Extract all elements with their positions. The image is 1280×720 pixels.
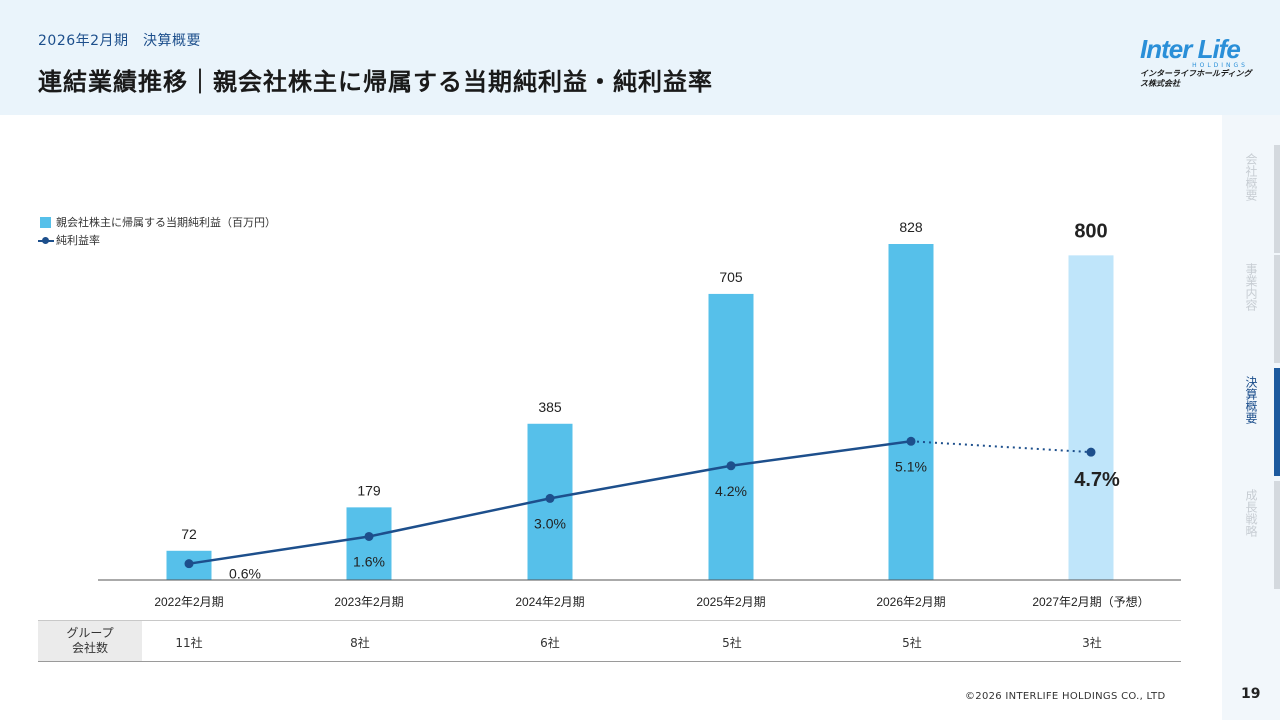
margin-line-segment <box>730 440 912 467</box>
legend-dot-swatch <box>42 237 49 244</box>
x-tick-label: 2023年2月期 <box>334 595 403 609</box>
bar-value-label: 828 <box>899 219 923 235</box>
nav-label: 成長戦略 <box>1244 489 1258 537</box>
bar-value-label: 385 <box>538 399 562 415</box>
header-band: 2026年2月期 決算概要 連結業績推移｜親会社株主に帰属する当期純利益・純利益… <box>0 0 1280 115</box>
logo-subtext: HOLDINGS <box>1192 62 1248 69</box>
group-count-label-line2: 会社数 <box>71 641 108 655</box>
legend-label-profit: 親会社株主に帰属する当期純利益（百万円） <box>56 216 276 229</box>
nav-indicator <box>1274 255 1280 363</box>
company-logo: Inter Life HOLDINGS インターライフホールディングス株式会社 <box>1140 36 1252 88</box>
page-title: 連結業績推移｜親会社株主に帰属する当期純利益・純利益率 <box>38 68 713 96</box>
margin-point <box>1086 447 1096 457</box>
group-count-cell: 8社 <box>350 636 370 650</box>
nav-item-business[interactable]: 事業内容 <box>1222 255 1280 363</box>
nav-label: 決算概要 <box>1244 376 1258 424</box>
group-count-cell: 5社 <box>902 636 922 650</box>
x-tick-label: 2022年2月期 <box>154 595 223 609</box>
margin-value-label: 4.7% <box>1074 469 1120 491</box>
logo-text: Inter Life <box>1140 34 1241 64</box>
group-count-cell: 5社 <box>722 636 742 650</box>
copyright: ©2026 INTERLIFE HOLDINGS CO., LTD <box>965 691 1166 702</box>
table-bottom-rule <box>38 661 1181 662</box>
group-count-cell: 3社 <box>1082 636 1102 650</box>
nav-label: 事業内容 <box>1244 263 1258 311</box>
bar-profit <box>1068 255 1114 581</box>
x-tick-label: 2026年2月期 <box>876 595 945 609</box>
legend-bar-swatch <box>40 217 51 228</box>
legend-item-profit: 親会社株主に帰属する当期純利益（百万円） <box>38 216 276 234</box>
bar-profit <box>708 293 754 580</box>
page-number: 19 <box>1241 686 1261 702</box>
margin-line-segment <box>549 464 732 500</box>
group-count-cell: 6社 <box>540 636 560 650</box>
margin-point <box>906 436 916 446</box>
nav-indicator <box>1274 145 1280 253</box>
nav-indicator <box>1274 481 1280 589</box>
section-nav: 会社概要 事業内容 決算概要 成長戦略 <box>1222 115 1280 720</box>
margin-point <box>726 461 736 471</box>
table-top-rule <box>38 620 1181 621</box>
logo-japanese: インターライフホールディングス株式会社 <box>1140 69 1252 88</box>
group-count-label-line1: グループ <box>66 626 114 640</box>
x-tick-label: 2027年2月期（予想） <box>1032 594 1149 609</box>
margin-value-label: 0.6% <box>229 566 261 582</box>
nav-indicator <box>1274 368 1280 476</box>
x-tick-label: 2024年2月期 <box>515 595 584 609</box>
legend-item-margin: 純利益率 <box>38 234 276 252</box>
nav-item-growth[interactable]: 成長戦略 <box>1222 481 1280 589</box>
nav-label: 会社概要 <box>1244 153 1258 201</box>
chart-legend: 親会社株主に帰属する当期純利益（百万円） 純利益率 <box>38 216 276 252</box>
section-subtitle: 2026年2月期 決算概要 <box>38 33 202 49</box>
margin-line-segment <box>368 497 551 538</box>
group-count-cell: 11社 <box>175 636 203 650</box>
bar-value-label: 179 <box>357 482 381 498</box>
bar-profit <box>888 244 934 580</box>
bar-profit <box>346 507 392 580</box>
nav-item-results[interactable]: 決算概要 <box>1222 368 1280 476</box>
bar-value-label: 705 <box>719 269 743 285</box>
bar-value-label: 800 <box>1074 220 1107 242</box>
margin-value-label: 5.1% <box>895 458 927 474</box>
margin-value-label: 1.6% <box>353 553 385 569</box>
margin-point <box>184 559 194 569</box>
margin-forecast-segment <box>910 440 1092 454</box>
nav-item-company[interactable]: 会社概要 <box>1222 145 1280 253</box>
margin-point <box>364 531 374 541</box>
margin-value-label: 4.2% <box>715 483 747 499</box>
margin-line-segment <box>188 535 370 565</box>
group-count-label: グループ 会社数 <box>38 621 142 662</box>
bar-value-label: 72 <box>181 526 197 542</box>
margin-point <box>545 493 555 503</box>
x-tick-label: 2025年2月期 <box>696 595 765 609</box>
margin-value-label: 3.0% <box>534 515 566 531</box>
legend-label-margin: 純利益率 <box>56 234 100 247</box>
